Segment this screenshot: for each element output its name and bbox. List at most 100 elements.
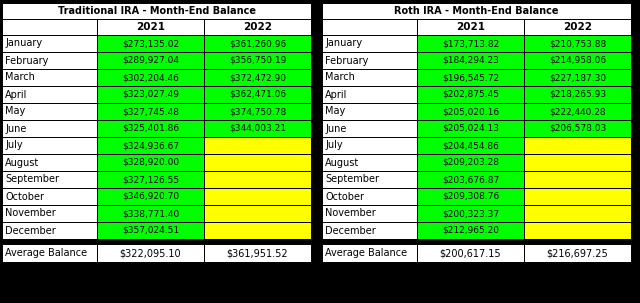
Text: June: June (325, 124, 346, 134)
Bar (204, 171, 311, 188)
Text: March: March (325, 72, 355, 82)
Bar (322, 52, 417, 69)
Text: April: April (5, 89, 28, 99)
Text: $222,440.28: $222,440.28 (549, 107, 606, 116)
Text: August: August (325, 158, 359, 168)
Text: $302,204.46: $302,204.46 (122, 73, 179, 82)
Bar (2, 120, 97, 137)
Text: $361,260.96: $361,260.96 (229, 39, 286, 48)
Text: September: September (5, 175, 59, 185)
Text: December: December (5, 225, 56, 235)
Text: $327,126.55: $327,126.55 (122, 175, 179, 184)
Text: $322,095.10: $322,095.10 (120, 248, 181, 258)
Text: $205,024.13: $205,024.13 (442, 124, 499, 133)
Bar (524, 188, 631, 205)
Bar (204, 154, 311, 171)
Text: $346,920.70: $346,920.70 (122, 192, 179, 201)
Bar (97, 103, 204, 120)
Text: $356,750.19: $356,750.19 (229, 56, 286, 65)
Text: May: May (325, 106, 345, 116)
Bar (322, 3, 631, 19)
Bar (2, 19, 97, 35)
Bar (322, 137, 417, 154)
Bar (2, 103, 97, 120)
Text: $362,471.06: $362,471.06 (229, 90, 286, 99)
Text: $357,024.51: $357,024.51 (122, 226, 179, 235)
Text: November: November (5, 208, 56, 218)
Bar (322, 244, 417, 262)
Bar (2, 188, 97, 205)
Bar (417, 35, 524, 52)
Bar (322, 35, 417, 52)
Bar (322, 239, 631, 244)
Bar (2, 154, 97, 171)
Text: $289,927.04: $289,927.04 (122, 56, 179, 65)
Bar (524, 86, 631, 103)
Text: $218,265.93: $218,265.93 (549, 90, 606, 99)
Text: $328,920.00: $328,920.00 (122, 158, 179, 167)
Bar (204, 86, 311, 103)
Bar (417, 103, 524, 120)
Bar (524, 35, 631, 52)
Bar (204, 188, 311, 205)
Text: $344,003.21: $344,003.21 (229, 124, 286, 133)
Bar (417, 137, 524, 154)
Bar (204, 103, 311, 120)
Bar (97, 69, 204, 86)
Bar (524, 103, 631, 120)
Bar (204, 69, 311, 86)
Bar (524, 154, 631, 171)
Bar (322, 154, 417, 171)
Text: $327,745.48: $327,745.48 (122, 107, 179, 116)
Bar (204, 244, 311, 262)
Text: May: May (5, 106, 25, 116)
Text: $338,771.40: $338,771.40 (122, 209, 179, 218)
Bar (97, 244, 204, 262)
Bar (524, 222, 631, 239)
Text: $173,713.82: $173,713.82 (442, 39, 499, 48)
Bar (204, 137, 311, 154)
Bar (97, 188, 204, 205)
Text: $209,203.28: $209,203.28 (442, 158, 499, 167)
Text: $212,965.20: $212,965.20 (442, 226, 499, 235)
Bar (322, 222, 417, 239)
Bar (417, 19, 524, 35)
Text: $361,951.52: $361,951.52 (227, 248, 288, 258)
Text: Average Balance: Average Balance (5, 248, 87, 258)
Text: $372,472.90: $372,472.90 (229, 73, 286, 82)
Bar (524, 171, 631, 188)
Bar (97, 222, 204, 239)
Text: $323,027.49: $323,027.49 (122, 90, 179, 99)
Text: February: February (5, 55, 49, 65)
Bar (2, 171, 97, 188)
Text: July: July (325, 141, 342, 151)
Bar (204, 19, 311, 35)
Text: 2021: 2021 (456, 22, 485, 32)
Text: $206,578.03: $206,578.03 (549, 124, 606, 133)
Bar (2, 69, 97, 86)
Bar (2, 52, 97, 69)
Text: $203,676.87: $203,676.87 (442, 175, 499, 184)
Bar (2, 205, 97, 222)
Bar (97, 35, 204, 52)
Bar (524, 120, 631, 137)
Text: $196,545.72: $196,545.72 (442, 73, 499, 82)
Text: 2021: 2021 (136, 22, 165, 32)
Bar (97, 137, 204, 154)
Bar (2, 244, 97, 262)
Text: 2022: 2022 (563, 22, 592, 32)
Text: $184,294.23: $184,294.23 (442, 56, 499, 65)
Bar (204, 205, 311, 222)
Text: Roth IRA - Month-End Balance: Roth IRA - Month-End Balance (394, 6, 559, 16)
Bar (322, 120, 417, 137)
Bar (97, 205, 204, 222)
Bar (2, 137, 97, 154)
Text: $205,020.16: $205,020.16 (442, 107, 499, 116)
Bar (417, 222, 524, 239)
Text: October: October (325, 191, 364, 201)
Text: January: January (5, 38, 42, 48)
Bar (204, 52, 311, 69)
Text: $200,617.15: $200,617.15 (440, 248, 501, 258)
Bar (97, 120, 204, 137)
Text: $204,454.86: $204,454.86 (442, 141, 499, 150)
